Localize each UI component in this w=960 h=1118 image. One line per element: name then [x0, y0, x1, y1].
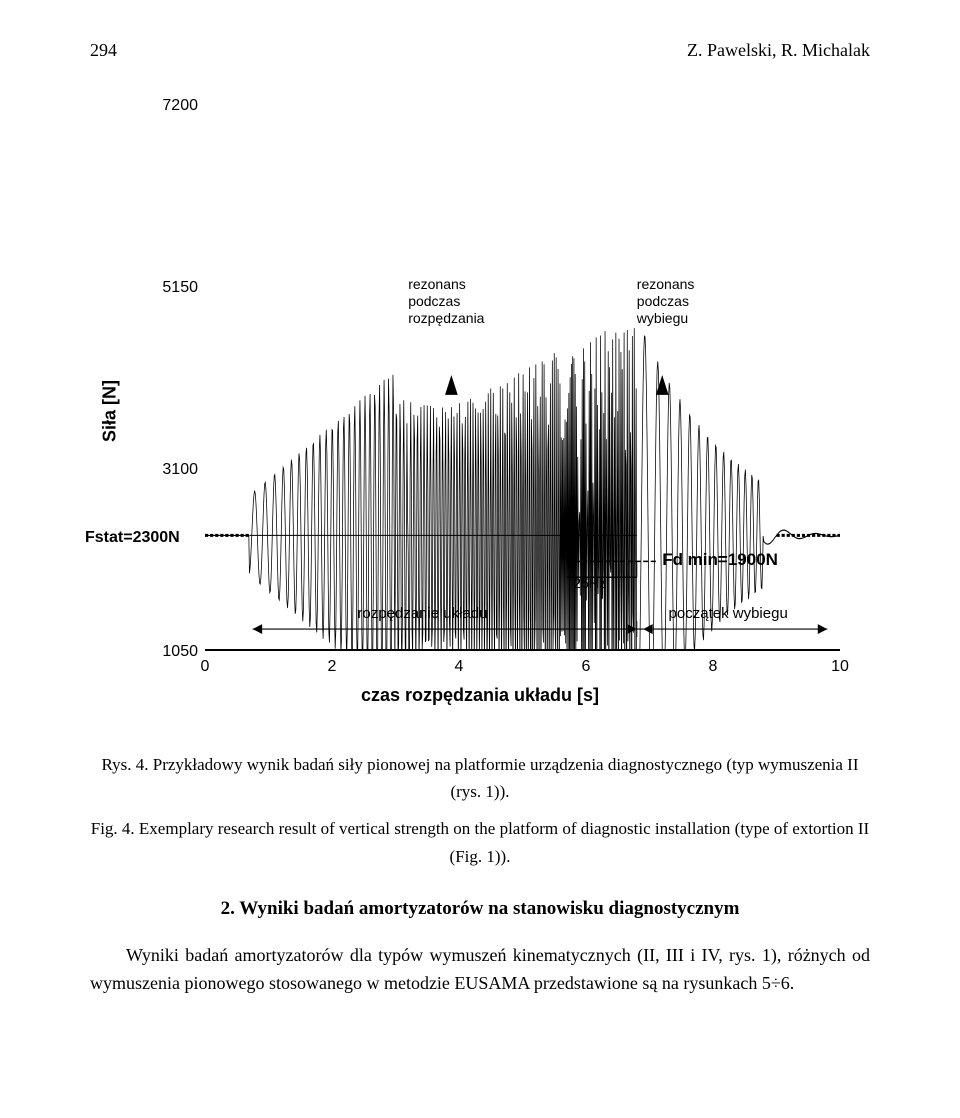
chart-y-tick: 3100	[148, 461, 198, 479]
chart-anno-wybieg: rezonanspodczaswybiegu	[637, 276, 695, 326]
chart-anno-rozpedzania: rezonanspodczasrozpędzania	[408, 276, 484, 326]
chart-range-accel: rozpędzanie układu	[357, 605, 487, 622]
section-title: 2. Wyniki badań amortyzatorów na stanowi…	[90, 898, 870, 920]
chart-figure: Siła [N] 7200 5150 3100 1050 Fstat=2300N	[90, 91, 870, 731]
page-header: 294 Z. Pawelski, R. Michalak	[90, 40, 870, 61]
figure-caption-pl: Rys. 4. Przykładowy wynik badań siły pio…	[90, 751, 870, 805]
chart-y-tick: 5150	[148, 279, 198, 297]
chart-range-coast: początek wybiegu	[669, 605, 788, 622]
body-paragraph: Wyniki badań amortyzatorów dla typów wym…	[90, 942, 870, 998]
chart-x-tick: 10	[831, 658, 849, 676]
page-number: 294	[90, 40, 117, 61]
chart-x-tick: 8	[709, 658, 718, 676]
chart-x-axis-label: czas rozpędzania układu [s]	[90, 685, 870, 706]
page-authors: Z. Pawelski, R. Michalak	[687, 40, 870, 61]
chart-anno-25hz: 25Hz	[573, 575, 606, 592]
chart-y-axis-label: Siła [N]	[100, 380, 121, 442]
chart-x-tick: 4	[455, 658, 464, 676]
chart-x-tick: 6	[582, 658, 591, 676]
figure-caption-en: Fig. 4. Exemplary research result of ver…	[90, 815, 870, 869]
chart-x-tick: 2	[328, 658, 337, 676]
chart-fdmin-label: Fd min=1900N	[662, 550, 778, 570]
chart-y-tick: 7200	[148, 97, 198, 115]
chart-x-tick: 0	[201, 658, 210, 676]
chart-plot-area: rezonanspodczasrozpędzania rezonanspodcz…	[205, 101, 840, 651]
chart-y-tick: 1050	[148, 643, 198, 661]
chart-fstat-label: Fstat=2300N	[85, 529, 180, 547]
